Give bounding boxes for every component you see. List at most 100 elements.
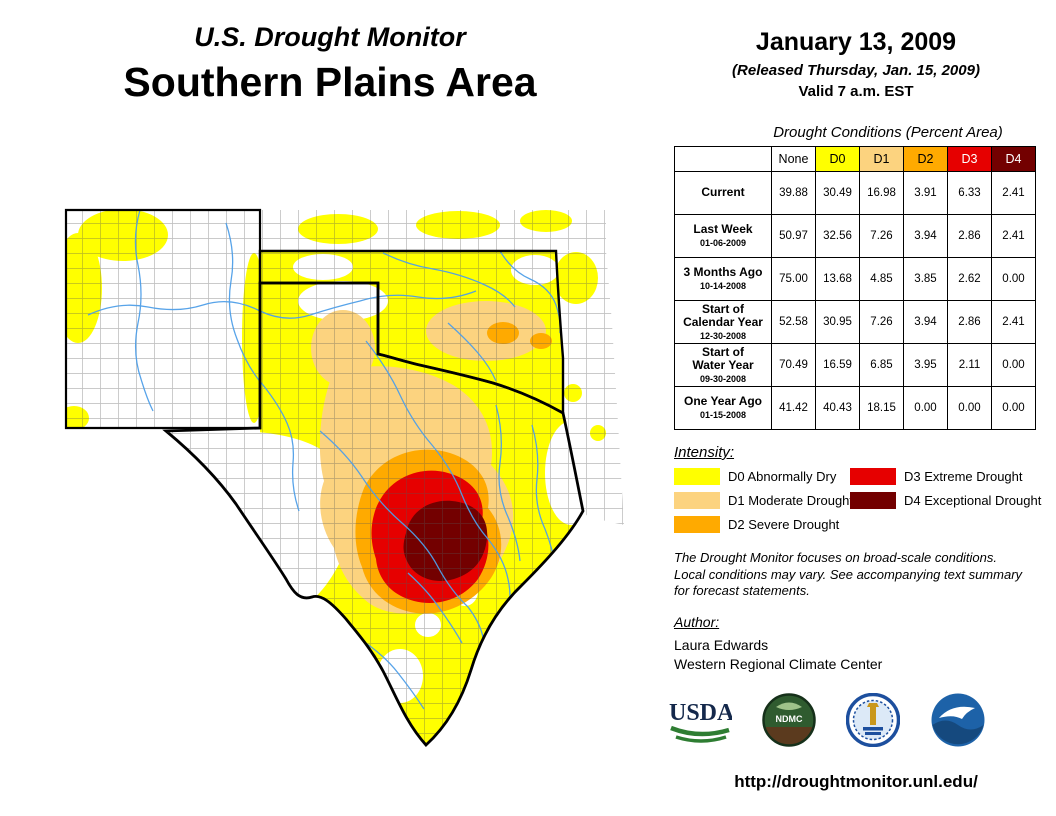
header: U.S. Drought Monitor Southern Plains Are…: [55, 22, 605, 106]
table-value-cell: 39.88: [771, 171, 816, 215]
legend-column-left: D0 Abnormally Dry D1 Moderate Drought D2 S…: [674, 468, 853, 540]
legend-item-d3: D3 Extreme Drought: [850, 468, 1041, 485]
table-value-cell: 16.59: [815, 343, 860, 387]
table-value-cell: 2.86: [947, 214, 992, 258]
table-value-cell: 6.85: [859, 343, 904, 387]
table-row: Current 39.88 30.49 16.98 3.91 6.33 2.41: [674, 171, 1036, 215]
report-date: January 13, 2009: [755, 28, 957, 56]
table-header-row: None D0 D1 D2 D3 D4: [674, 146, 1036, 172]
rivers: [87, 210, 561, 710]
table-value-cell: 0.00: [903, 386, 948, 430]
table-value-cell: 3.95: [903, 343, 948, 387]
legend-swatch-d3: [850, 468, 896, 485]
ndmc-logo: NDMC: [762, 693, 816, 747]
table-title: Drought Conditions (Percent Area): [773, 124, 1003, 141]
svg-text:NDMC: NDMC: [776, 714, 803, 724]
column-header-d2: D2: [903, 146, 948, 172]
table-value-cell: 7.26: [859, 300, 904, 344]
table-value-cell: 16.98: [859, 171, 904, 215]
report-title: U.S. Drought Monitor: [194, 22, 466, 52]
disclaimer-text: The Drought Monitor focuses on broad-sca…: [674, 550, 1023, 599]
row-label: Last Week 01-06-2009: [674, 214, 772, 258]
row-sublabel: 01-15-2008: [699, 410, 747, 421]
author-organization: Western Regional Climate Center: [674, 656, 883, 672]
table-value-cell: 3.94: [903, 214, 948, 258]
column-header-d1: D1: [859, 146, 904, 172]
legend-item-d1: D1 Moderate Drought: [674, 492, 853, 509]
table-value-cell: 41.42: [771, 386, 816, 430]
table-value-cell: 2.41: [991, 214, 1036, 258]
table-row: Start of Calendar Year 12-30-2008 52.58 30.…: [674, 300, 1036, 344]
legend-swatch-d4: [850, 492, 896, 509]
table-value-cell: 50.97: [771, 214, 816, 258]
table-value-cell: 0.00: [991, 386, 1036, 430]
legend-label: D0 Abnormally Dry: [728, 469, 837, 484]
table-value-cell: 52.58: [771, 300, 816, 344]
row-sublabel: 10-14-2008: [699, 281, 747, 292]
table-value-cell: 30.95: [815, 300, 860, 344]
table-value-cell: 4.85: [859, 257, 904, 301]
table-value-cell: 2.11: [947, 343, 992, 387]
drought-map-svg: [64, 208, 624, 747]
table-value-cell: 40.43: [815, 386, 860, 430]
legend-label: D2 Severe Drought: [728, 517, 840, 532]
released-date: (Released Thursday, Jan. 15, 2009): [732, 62, 980, 79]
legend-title: Intensity:: [674, 444, 735, 461]
usda-logo: USDA: [669, 700, 732, 743]
table-value-cell: 0.00: [947, 386, 992, 430]
row-sublabel: 09-30-2008: [699, 374, 747, 385]
state-borders: [64, 208, 585, 747]
drought-table-body: None D0 D1 D2 D3 D4 Current 39.88 30.49 16.98 3.9…: [674, 146, 1036, 430]
legend-swatch-d0: [674, 468, 720, 485]
table-value-cell: 2.41: [991, 300, 1036, 344]
column-header-none: None: [771, 146, 816, 172]
table-row: 3 Months Ago 10-14-2008 75.00 13.68 4.85 3.85…: [674, 257, 1036, 301]
table-value-cell: 2.41: [991, 171, 1036, 215]
county-lines: [66, 210, 624, 745]
table-value-cell: 18.15: [859, 386, 904, 430]
row-label: Start of Calendar Year 12-30-2008: [674, 300, 772, 344]
svg-text:USDA: USDA: [669, 700, 732, 726]
table-value-cell: 70.49: [771, 343, 816, 387]
column-header-d4: D4: [991, 146, 1036, 172]
row-label: Current: [674, 171, 772, 215]
table-value-cell: 3.91: [903, 171, 948, 215]
table-value-cell: 3.94: [903, 300, 948, 344]
table-value-cell: 75.00: [771, 257, 816, 301]
table-value-cell: 6.33: [947, 171, 992, 215]
legend-item-d4: D4 Exceptional Drought: [850, 492, 1041, 509]
table-value-cell: 3.85: [903, 257, 948, 301]
texas-border: [162, 281, 585, 747]
table-value-cell: 7.26: [859, 214, 904, 258]
row-sublabel: 01-06-2009: [699, 238, 747, 249]
table-corner-cell: [674, 146, 772, 172]
legend-label: D3 Extreme Drought: [904, 469, 1023, 484]
column-header-d0: D0: [815, 146, 860, 172]
table-value-cell: 32.56: [815, 214, 860, 258]
legend-label: D1 Moderate Drought: [728, 493, 854, 508]
table-value-cell: 30.49: [815, 171, 860, 215]
legend-column-right: D3 Extreme Drought D4 Exceptional Drought: [850, 468, 1041, 516]
table-value-cell: 2.62: [947, 257, 992, 301]
row-label: One Year Ago 01-15-2008: [674, 386, 772, 430]
table-value-cell: 0.00: [991, 257, 1036, 301]
author-heading: Author:: [674, 614, 720, 630]
row-label: 3 Months Ago 10-14-2008: [674, 257, 772, 301]
column-header-d3: D3: [947, 146, 992, 172]
drought-conditions-table: None D0 D1 D2 D3 D4 Current 39.88 30.49 16.98 3.9…: [674, 146, 1036, 430]
noaa-logo: [931, 693, 985, 747]
table-row: Last Week 01-06-2009 50.97 32.56 7.26 3.94 2.8…: [674, 214, 1036, 258]
row-label: Start of Water Year 09-30-2008: [674, 343, 772, 387]
table-row: One Year Ago 01-15-2008 41.42 40.43 18.15 0.0…: [674, 386, 1036, 430]
legend-swatch-d1: [674, 492, 720, 509]
drought-monitor-url[interactable]: http://droughtmonitor.unl.edu/: [734, 772, 978, 791]
table-value-cell: 0.00: [991, 343, 1036, 387]
legend-item-d0: D0 Abnormally Dry: [674, 468, 853, 485]
author-name: Laura Edwards: [674, 637, 769, 653]
table-value-cell: 2.86: [947, 300, 992, 344]
university-seal-logo: [846, 693, 900, 747]
legend-swatch-d2: [674, 516, 720, 533]
logo-row: USDA NDMC: [668, 692, 1044, 748]
table-value-cell: 13.68: [815, 257, 860, 301]
